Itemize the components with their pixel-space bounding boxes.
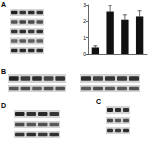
svg-text:2: 2	[83, 18, 86, 24]
svg-text:0: 0	[83, 51, 86, 57]
svg-text:3: 3	[83, 2, 86, 8]
svg-text:D: D	[1, 102, 6, 109]
svg-text:A: A	[1, 1, 6, 8]
svg-text:C: C	[96, 98, 101, 105]
svg-text:1: 1	[83, 35, 86, 41]
svg-text:B: B	[1, 68, 6, 75]
